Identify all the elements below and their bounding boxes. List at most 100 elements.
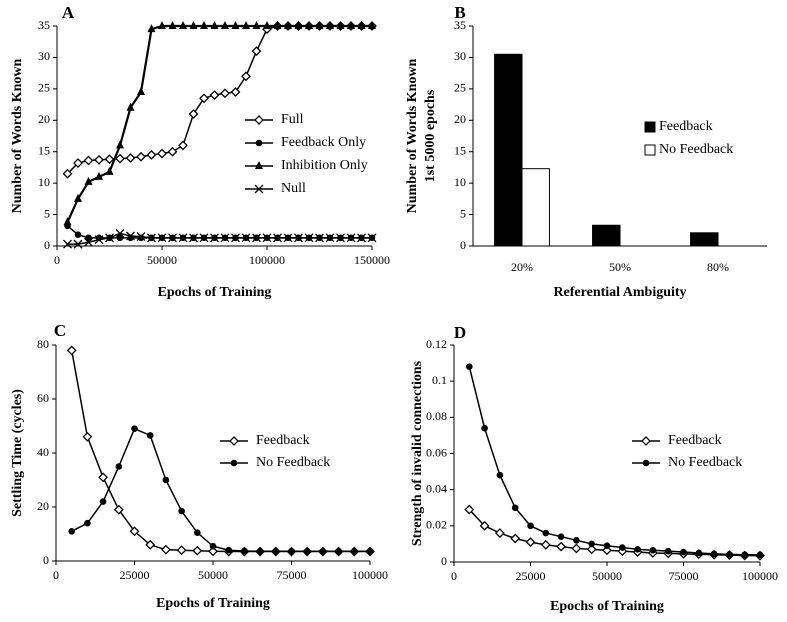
marker [62,168,73,179]
legend-label: No Feedback [668,455,742,470]
marker [586,544,597,555]
marker [273,233,282,243]
y-tick-label: 0.06 [426,445,447,459]
marker [294,21,303,29]
series-line [67,232,372,245]
marker [252,233,261,243]
x-tick-label: 100000 [352,568,388,582]
y-tick-label: 25 [454,81,466,95]
marker [167,146,178,157]
marker [95,171,103,180]
series-line [468,509,761,557]
marker [326,21,334,29]
legend-label: Inhibition Only [281,158,368,173]
marker [146,149,157,160]
marker [99,498,107,505]
y-tick-label: 80 [37,337,49,351]
y-tick-label: 0 [441,554,447,568]
marker [113,504,124,515]
marker [194,529,201,536]
legend-marker [229,436,239,446]
marker [221,21,229,29]
marker [126,231,135,241]
x-tick-label: 50% [609,260,631,274]
bar [521,168,550,247]
marker [105,166,114,175]
marker [178,140,188,151]
marker [726,551,733,558]
marker [74,193,82,202]
y-tick-label: 0 [44,238,50,252]
marker [82,431,93,442]
marker [73,239,83,249]
y-tick-label: 0 [460,238,466,252]
marker [178,233,188,243]
legend-swatch [644,121,656,133]
marker [305,21,313,29]
marker [199,93,209,104]
marker [116,140,124,149]
marker [664,547,672,555]
marker [525,537,536,548]
marker [115,153,125,164]
y-tick-label: 0.08 [426,409,447,423]
panel-label: B [454,3,465,22]
x-axis-label: Epochs of Training [550,599,664,614]
marker [85,234,92,242]
marker [527,522,534,530]
marker [158,21,166,29]
y-tick-label: 35 [454,18,466,32]
marker [115,228,125,238]
bar [690,232,719,247]
marker [98,472,109,483]
legend-label: Feedback [256,433,310,448]
bar [592,224,621,247]
y-axis-label: Number of Words Known [405,58,420,213]
marker [136,151,146,162]
x-tick-label: 0 [451,569,457,583]
marker [542,529,550,537]
y-tick-label: 20 [454,112,466,126]
y-tick-label: 25 [38,81,50,95]
marker [84,176,93,185]
marker [84,237,93,247]
marker [220,88,230,99]
marker [137,234,145,242]
marker [510,533,521,544]
marker [162,476,170,484]
marker [756,551,764,559]
y-axis-label: Settling Time (cycles) [10,389,25,517]
marker [208,546,218,557]
x-tick-label: 25000 [516,569,546,583]
y-tick-label: 10 [454,175,466,189]
marker [129,526,140,537]
y-tick-label: 0.02 [426,518,447,532]
marker [288,547,295,555]
marker [464,504,475,515]
marker [256,547,264,555]
marker [94,154,104,165]
marker [189,233,198,243]
marker [241,547,248,555]
marker [63,239,72,249]
marker [741,551,748,559]
legend-marker [230,459,238,467]
marker [104,154,115,165]
y-tick-label: 30 [454,49,466,63]
y-tick-label: 0.12 [426,337,447,351]
marker [157,148,167,159]
marker [649,546,657,554]
marker [366,547,374,555]
marker [294,233,303,243]
panel-label: C [54,321,66,340]
marker [147,24,156,33]
marker [230,87,241,97]
y-tick-label: 10 [38,175,50,189]
marker [680,548,687,556]
marker [367,233,377,243]
x-tick-label: 100000 [249,253,285,267]
marker [105,233,114,243]
marker [160,544,171,555]
marker [116,234,124,242]
marker [315,21,324,29]
